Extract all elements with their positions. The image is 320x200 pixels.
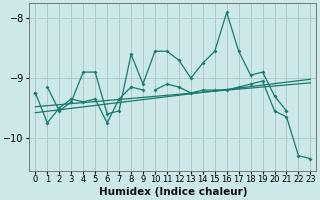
X-axis label: Humidex (Indice chaleur): Humidex (Indice chaleur) (99, 187, 247, 197)
